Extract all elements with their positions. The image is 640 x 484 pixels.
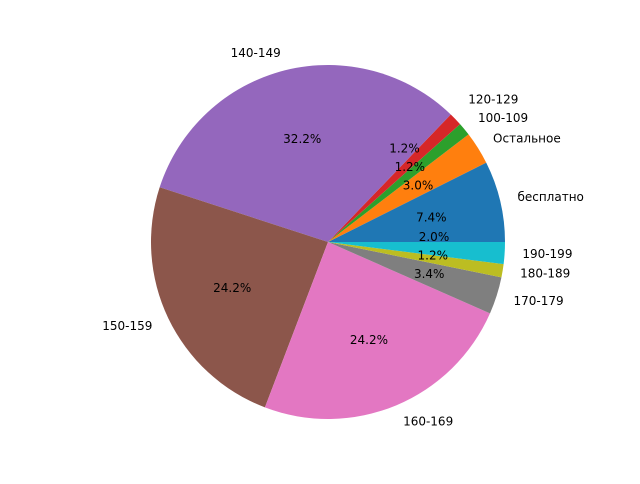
slice-label: 190-199 (522, 247, 572, 261)
slice-percent-label: 1.2% (395, 160, 426, 174)
slice-percent-label: 24.2% (213, 281, 251, 295)
pie-slice-Остальное (328, 134, 487, 242)
pie-slice-160-169 (264, 242, 490, 419)
pie-slice-180-189 (328, 242, 504, 278)
slice-label: 160-169 (403, 415, 453, 429)
slice-percent-label: 3.0% (403, 179, 434, 193)
slice-percent-label: 7.4% (416, 211, 447, 225)
pie-wedges (150, 64, 505, 419)
slice-label: бесплатно (517, 190, 583, 204)
pie-slice-100-109 (328, 124, 469, 242)
pie-slice-140-149 (159, 64, 451, 242)
slice-label: Остальное (493, 132, 561, 146)
slice-label: 180-189 (520, 267, 570, 281)
slice-percent-label: 32.2% (283, 132, 321, 146)
slice-label: 150-159 (102, 319, 152, 333)
slice-percent-label: 2.0% (419, 230, 450, 244)
slice-label: 100-109 (478, 111, 528, 125)
pie-slice-120-129 (328, 114, 461, 242)
pie-labels: бесплатно 7.4% Остальное 3.0% 100-109 1.2% 120… (102, 46, 584, 429)
pie-slice-бесплатно (328, 162, 505, 242)
slice-percent-label: 3.4% (414, 267, 445, 281)
slice-label: 170-179 (514, 294, 564, 308)
slice-label: 120-129 (468, 92, 518, 106)
pie-slice-170-179 (328, 242, 502, 314)
slice-percent-label: 24.2% (350, 333, 388, 347)
slice-percent-label: 1.2% (418, 249, 449, 263)
pie-slice-190-199 (328, 242, 505, 265)
slice-label: 140-149 (231, 46, 281, 60)
slice-percent-label: 1.2% (389, 142, 420, 156)
pie-slice-150-159 (150, 187, 328, 408)
